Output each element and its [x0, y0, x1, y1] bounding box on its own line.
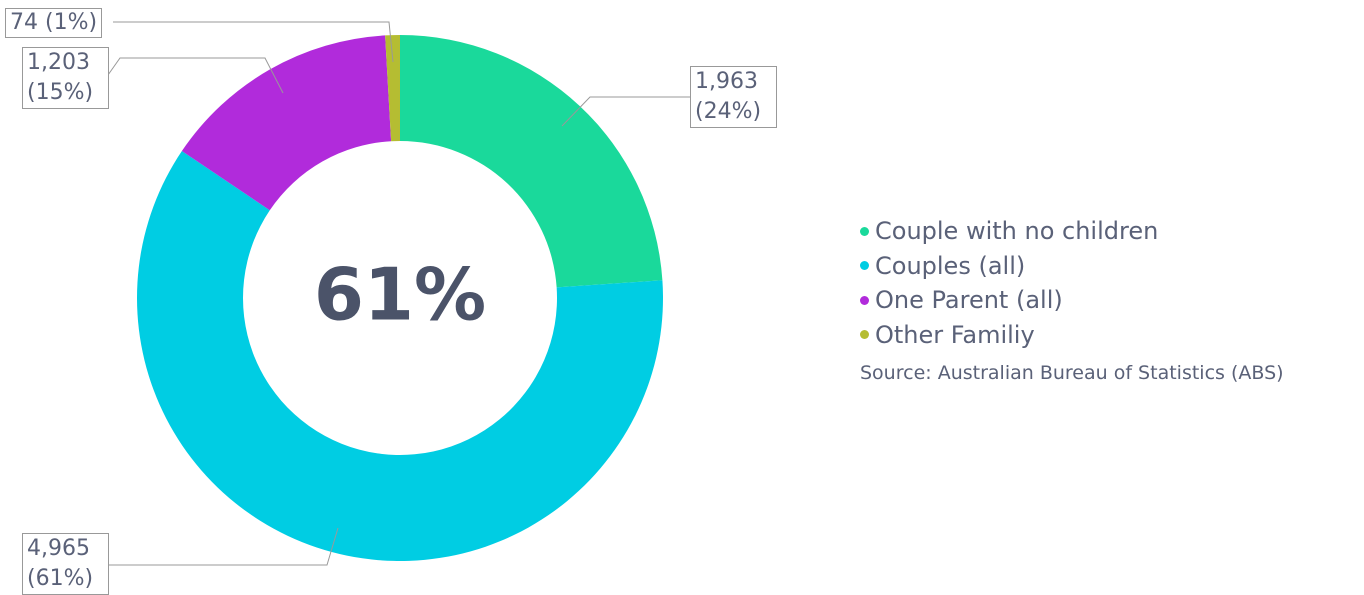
value-label: 74 (1%) [5, 8, 103, 38]
legend-marker [860, 261, 869, 270]
legend-label: One Parent (all) [875, 286, 1063, 314]
donut-slice [181, 35, 392, 211]
center-label: 61% [314, 253, 486, 337]
leader-line [561, 96, 690, 127]
legend-label: Couples (all) [875, 251, 1026, 280]
legend-marker [860, 295, 869, 305]
legend-item: One Parent (all) [860, 286, 1063, 314]
value-label: 4,965 (61%) [22, 533, 109, 595]
value-label: 1,963 (24%) [690, 66, 777, 128]
value-label: 1,203 (15%) [22, 47, 109, 109]
legend-item: Couples (all) [860, 252, 1025, 280]
legend-item: Other Familiy [860, 321, 1035, 349]
source-note: Source: Australian Bureau of Statistics … [860, 362, 1284, 384]
legend-label: Other Familiy [875, 320, 1035, 349]
legend-marker [860, 226, 869, 236]
donut-slice [400, 35, 663, 288]
legend-label: Couple with no children [875, 217, 1159, 245]
legend-item: Couple with no children [860, 217, 1158, 245]
leader-line [113, 21, 394, 63]
legend-marker [860, 330, 869, 339]
donut-slice [385, 35, 400, 142]
leader-line [108, 527, 339, 566]
donut-slice [136, 151, 664, 562]
leader-line [107, 57, 284, 94]
